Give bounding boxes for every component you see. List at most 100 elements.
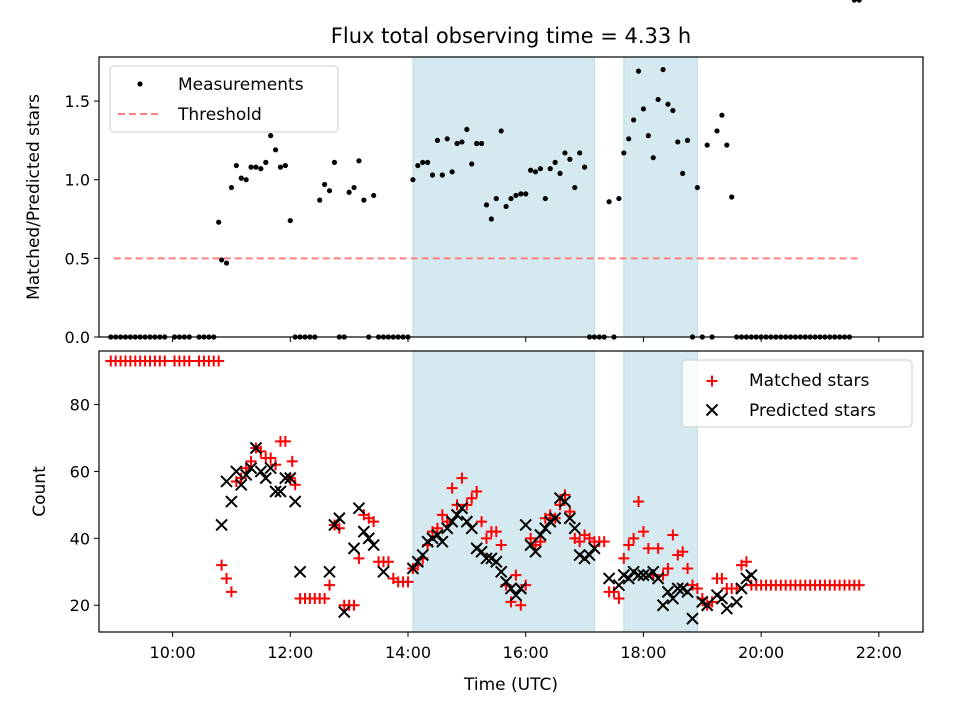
measurement-point <box>449 169 455 175</box>
measurement-point <box>272 147 279 153</box>
measurement-point <box>268 133 274 139</box>
measurement-point <box>498 128 504 134</box>
matched-star-marker <box>466 492 478 504</box>
matched-star-marker <box>319 593 331 605</box>
matched-star-marker <box>368 516 380 528</box>
matched-star-marker <box>662 562 674 574</box>
predicted-star-marker <box>504 582 518 595</box>
predicted-star-marker <box>455 502 469 515</box>
predicted-star-marker <box>259 471 272 485</box>
top-legend: Measurements Threshold <box>109 65 339 133</box>
matched-star-marker <box>382 556 394 568</box>
legend-label: Threshold <box>177 105 262 125</box>
matched-star-marker <box>476 516 488 528</box>
y-tick-label: 60 <box>70 462 90 481</box>
matched-star-marker <box>564 506 576 518</box>
measurement-point <box>523 191 529 197</box>
measurement-point <box>415 162 421 169</box>
predicted-star-marker <box>347 542 361 555</box>
matched-star-marker <box>279 435 291 447</box>
measurement-point <box>464 126 470 132</box>
matched-star-marker <box>216 559 228 571</box>
matched-star-marker <box>451 499 463 511</box>
predicted-star-marker <box>509 588 523 602</box>
predicted-star-marker <box>715 592 729 605</box>
y-tick-label: 40 <box>70 529 90 548</box>
measurement-point <box>478 140 485 147</box>
measurement-point <box>635 68 642 74</box>
predicted-star-marker <box>637 568 650 582</box>
measurement-point <box>371 192 377 199</box>
predicted-star-marker <box>622 572 635 585</box>
matched-star-marker <box>221 572 233 584</box>
predicted-star-marker <box>548 512 562 525</box>
axes-frame <box>98 56 924 338</box>
legend-label: Predicted stars <box>749 401 876 421</box>
measurement-point <box>483 202 490 208</box>
predicted-star-marker <box>686 612 699 625</box>
matched-star-marker <box>716 572 728 584</box>
measurement-point <box>655 96 661 103</box>
measurement-point <box>263 159 269 165</box>
measurement-point <box>675 139 681 145</box>
matched-star-marker <box>618 552 630 564</box>
measurement-point <box>248 164 254 170</box>
predicted-star-marker <box>519 518 532 532</box>
observing-interval-shade <box>623 56 698 338</box>
predicted-star-marker <box>460 515 474 528</box>
predicted-star-marker <box>494 565 508 578</box>
measurement-point <box>474 140 480 147</box>
measurement-point <box>420 159 426 165</box>
legend-predicted-marker <box>705 403 719 417</box>
y-tick-label: 0.5 <box>65 249 90 268</box>
matched-star-marker <box>289 479 301 491</box>
bottom-legend: Matched stars Predicted stars <box>681 359 913 428</box>
predicted-star-marker <box>235 478 248 492</box>
measurement-point <box>219 257 225 263</box>
matched-star-marker <box>461 499 473 511</box>
predicted-star-marker <box>568 522 581 535</box>
measurement-point <box>287 217 293 224</box>
predicted-star-marker <box>524 538 537 552</box>
predicted-star-marker <box>293 565 307 578</box>
measurement-point <box>532 169 539 175</box>
matched-star-marker <box>677 546 689 558</box>
predicted-star-marker <box>284 471 297 485</box>
predicted-star-marker <box>730 595 743 609</box>
matched-star-marker <box>333 522 345 534</box>
predicted-star-marker <box>264 461 277 475</box>
predicted-star-marker <box>431 528 444 542</box>
predicted-star-marker <box>377 565 390 578</box>
predicted-star-marker <box>254 465 268 478</box>
matched-star-marker <box>505 596 517 608</box>
measurement-point <box>567 156 573 162</box>
measurement-point <box>851 0 857 3</box>
predicted-star-marker <box>323 565 336 578</box>
predicted-star-marker <box>514 582 528 595</box>
measurement-point <box>216 219 222 225</box>
matched-star-marker <box>637 526 649 538</box>
chart-title: Flux total observing time = 4.33 h <box>331 24 691 48</box>
measurement-point <box>616 195 622 202</box>
measurement-point <box>425 159 431 165</box>
measurement-point <box>729 194 735 200</box>
measurement-point <box>493 195 499 202</box>
matched-star-marker <box>255 445 267 457</box>
measurement-point <box>253 164 259 170</box>
predicted-star-marker <box>735 582 748 595</box>
predicted-star-marker <box>499 575 513 589</box>
predicted-star-marker <box>225 495 238 508</box>
predicted-star-marker <box>274 485 287 498</box>
matched-star-marker <box>853 579 865 591</box>
predicted-star-marker <box>558 495 572 508</box>
predicted-star-marker <box>490 555 503 568</box>
predicted-star-marker <box>465 522 478 535</box>
measurement-point <box>724 142 730 148</box>
top-panel: 0.0 0.5 1.0 1.5 Matched/Predicted stars <box>24 0 924 347</box>
predicted-star-marker <box>445 515 459 528</box>
measurement-point <box>528 167 534 173</box>
y-axis-label: Count <box>30 466 50 517</box>
measurement-point <box>694 184 700 191</box>
predicted-star-marker <box>333 512 346 525</box>
predicted-star-marker <box>681 585 694 599</box>
